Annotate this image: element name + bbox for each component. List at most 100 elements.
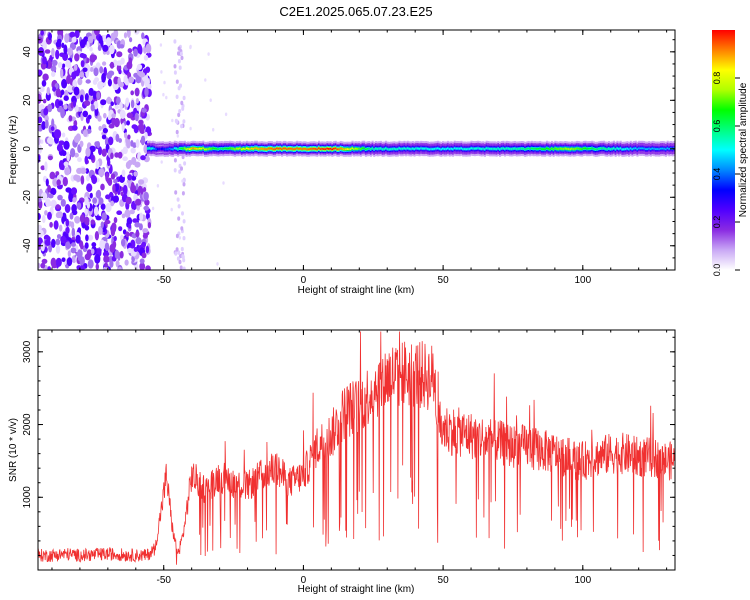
noise-blob xyxy=(84,196,89,206)
ridge-cell xyxy=(326,147,329,150)
noise-blob xyxy=(55,88,62,98)
snr-frame xyxy=(37,329,676,571)
snr-x-ticks: -50 0 50 100 xyxy=(51,330,668,586)
ridge-cell xyxy=(591,147,594,150)
ridge-cell xyxy=(396,148,399,150)
noise-blob xyxy=(130,184,137,194)
ridge-cell xyxy=(517,147,520,150)
noise-blob xyxy=(102,61,107,66)
ridge-cell xyxy=(500,147,503,150)
faint-noise-blob xyxy=(182,182,186,187)
ridge-cell xyxy=(368,147,371,150)
noise-blob xyxy=(141,252,147,259)
faint-noise-blob xyxy=(176,197,180,202)
faint-noise-blob xyxy=(178,65,182,70)
noise-blob xyxy=(141,108,147,113)
noise-blob xyxy=(75,234,81,244)
ridge-cell xyxy=(415,147,418,150)
noise-blob xyxy=(47,103,53,113)
noise-blob xyxy=(90,154,95,161)
noise-blob xyxy=(118,138,122,143)
noise-blob xyxy=(68,115,73,122)
ridge-cell xyxy=(604,148,607,150)
snr-y-ticks: 1000 2000 3000 xyxy=(22,336,675,556)
ridge-cell xyxy=(530,147,533,150)
ridge-cell xyxy=(664,148,668,151)
noise-blob xyxy=(56,234,62,239)
noise-blob xyxy=(141,241,147,248)
noise-blob xyxy=(107,114,112,121)
noise-blob xyxy=(98,125,102,131)
ridge-cell xyxy=(492,147,495,150)
ridge-cell xyxy=(356,148,359,150)
ridge-cell xyxy=(651,147,654,150)
noise-blob xyxy=(79,140,84,148)
noise-blob xyxy=(138,185,143,193)
ridge-cell xyxy=(158,148,161,150)
noise-blob xyxy=(69,31,76,38)
noise-blob xyxy=(42,98,47,104)
ridge-cell xyxy=(195,147,198,150)
noise-blob xyxy=(54,98,61,109)
ridge-cell xyxy=(358,147,361,150)
ridge-cell xyxy=(232,147,235,150)
noise-blob xyxy=(128,223,132,229)
ridge-cell xyxy=(623,148,626,151)
snr-y-axis-label: SNR (10 * v/v) xyxy=(8,418,19,482)
noise-blob xyxy=(106,50,110,55)
noise-blob xyxy=(44,239,51,246)
noise-blob xyxy=(66,74,71,85)
ridge-cell xyxy=(582,147,585,150)
ridge-cell xyxy=(225,147,228,150)
noise-blob xyxy=(38,93,42,104)
ridge-cell xyxy=(146,147,150,150)
ridge-cell xyxy=(629,147,632,150)
faint-noise-blob xyxy=(178,169,182,174)
ridge-cell xyxy=(659,147,662,150)
noise-blob xyxy=(46,86,50,96)
noise-blob xyxy=(114,249,120,259)
noise-blob xyxy=(133,107,138,115)
ridge-cell xyxy=(252,148,255,150)
noise-blob xyxy=(143,191,149,201)
colorbar-tick-label: 0.4 xyxy=(712,168,722,181)
ridge-cell xyxy=(634,147,637,150)
noise-blob xyxy=(85,168,90,174)
ridge-cell xyxy=(291,147,294,150)
noise-blob xyxy=(87,114,92,120)
noise-blob xyxy=(101,134,107,140)
noise-blob xyxy=(60,235,67,244)
ridge-cell xyxy=(386,148,389,151)
noise-blob xyxy=(102,127,108,134)
noise-blob xyxy=(121,213,126,219)
noise-blob xyxy=(116,60,123,66)
ridge-cell xyxy=(227,147,230,150)
ridge-cell xyxy=(485,147,488,150)
noise-blob xyxy=(113,217,118,224)
ridge-cell xyxy=(302,147,305,150)
noise-blob xyxy=(126,139,131,149)
ridge-cell xyxy=(289,147,292,150)
spectrogram-y-tick-label: -20 xyxy=(22,190,33,205)
noise-blob xyxy=(145,265,151,270)
noise-blob xyxy=(117,151,123,159)
ridge-cell xyxy=(309,147,312,150)
ridge-cell xyxy=(641,147,644,150)
ridge-cell xyxy=(420,147,423,150)
noise-blob xyxy=(127,134,131,140)
noise-blob xyxy=(71,71,77,80)
noise-blob xyxy=(74,216,81,224)
noise-blob xyxy=(138,179,145,185)
noise-blob xyxy=(72,100,77,108)
ridge-cell xyxy=(265,148,269,151)
noise-blob xyxy=(55,212,61,219)
noise-blob xyxy=(142,228,149,234)
ridge-cell xyxy=(235,147,238,150)
ridge-cell xyxy=(257,148,260,150)
noise-blob xyxy=(118,226,123,232)
ridge-cell xyxy=(359,148,362,151)
noise-blob xyxy=(105,194,111,200)
ridge-cell xyxy=(165,148,168,151)
ridge-cell xyxy=(609,148,612,151)
ridge-cell xyxy=(607,147,611,150)
